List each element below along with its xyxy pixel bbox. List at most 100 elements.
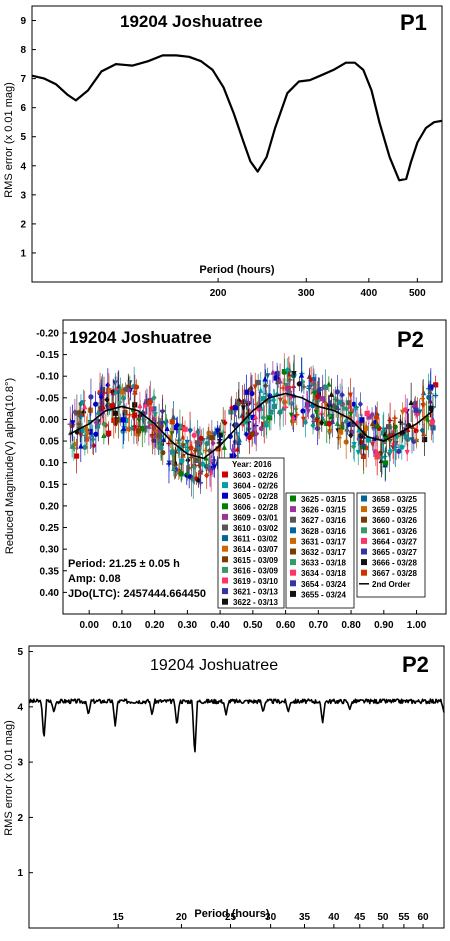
data-point [78,400,84,407]
x-tick-label: 50 [377,912,389,923]
data-point [288,412,295,419]
legend-marker [222,556,228,563]
data-point [355,449,361,456]
data-point [135,428,142,434]
data-point [403,434,409,440]
legend-marker [361,548,367,555]
data-point [263,382,269,389]
data-point [222,419,228,426]
y-tick-label: 0.15 [40,480,60,491]
data-point [344,425,350,432]
data-point [171,465,177,471]
data-point [369,411,375,418]
x-ticks: 0.00 0.10 0.20 0.30 0.40 0.50 0.60 0.70 0.80 0.90… [79,610,427,631]
data-point [429,419,435,425]
data-point [364,410,370,417]
legend-label: 3616 - 03/09 [233,566,278,575]
data-point [275,378,281,385]
chart-title: 19204 Joshuatree [150,657,278,674]
data-point [191,432,197,438]
data-point [316,420,322,426]
legend-box-1 [217,457,285,609]
legend-label: 3661 - 03/26 [372,527,417,536]
legend-marker [290,569,296,576]
data-point [386,431,392,437]
rms-line [31,54,443,182]
data-point [105,381,111,389]
legend-label: 3615 - 03/09 [233,556,278,565]
data-point [274,391,280,398]
data-point [277,409,283,415]
data-point [112,380,118,387]
legend-marker [222,492,228,499]
data-point [91,442,97,449]
data-point [268,409,274,415]
data-point [244,415,250,422]
data-point [142,425,148,432]
jdo-text: JDo(LTC): 2457444.664450 [68,588,206,600]
data-point [400,430,406,436]
data-point [281,369,288,375]
x-tick-label: 30 [265,912,277,923]
legend-year: Year: 2016 [232,460,272,469]
series [28,698,445,753]
x-tick-label: 500 [409,288,426,299]
data-point [348,432,354,439]
x-tick-label: 0.20 [145,620,165,631]
y-ticks: 1 2 3 4 5 [17,647,33,879]
data-point [121,425,127,431]
data-point [265,373,271,379]
data-point [348,411,354,418]
legend-marker [222,482,228,489]
legend-marker [361,527,367,534]
legend-label: 3664 - 03/27 [372,537,417,546]
legend-marker [361,559,367,566]
panel-tag: P2 [402,652,429,677]
legend-label: 3603 - 02/26 [233,471,278,480]
data-point [73,453,80,459]
data-point [430,425,436,431]
data-point [120,417,126,423]
data-point [357,401,363,408]
data-point [215,446,221,452]
data-point [298,371,305,378]
data-point [87,407,93,413]
data-point [228,409,234,415]
data-point [310,422,316,429]
legend-marker [290,537,296,544]
data-point [88,394,94,400]
data-point [83,425,90,433]
data-point [132,412,138,418]
legend-label: 3604 - 02/26 [233,482,278,491]
data-point [78,411,84,417]
data-point [206,430,212,436]
data-point [221,444,227,450]
y-tick-label: 9 [20,16,26,27]
data-point [312,394,318,401]
data-point [326,410,332,417]
legend-label: 3625 - 03/15 [301,495,346,504]
data-point [255,379,261,386]
data-point [235,445,241,452]
data-point [387,447,393,454]
data-point [94,423,101,429]
data-point [308,377,314,384]
data-point [214,428,221,435]
data-point [392,445,398,452]
data-point [185,457,191,464]
data-point [328,391,335,397]
y-tick-label: -0.10 [36,372,59,383]
x-tick-label: 15 [113,912,125,923]
panel-tag: P2 [397,327,424,352]
data-point [152,433,158,440]
data-point [112,388,119,395]
legend-label: 3627 - 03/16 [301,516,346,525]
legend-label: 3633 - 03/18 [301,559,346,568]
legend-marker [361,506,367,513]
data-point [319,396,326,402]
x-tick-label: 0.30 [178,620,198,631]
legend-marker [290,506,296,513]
y-tick-label: 0.10 [40,458,60,469]
data-point [171,414,177,420]
